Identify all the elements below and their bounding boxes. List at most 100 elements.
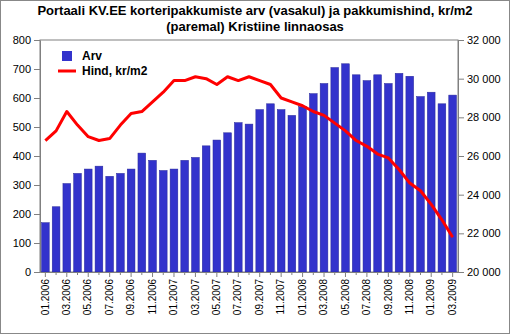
tick-mark xyxy=(109,272,110,277)
tick-mark xyxy=(195,272,196,277)
x-tick xyxy=(377,272,378,275)
bar xyxy=(288,115,296,272)
legend-label: Arv xyxy=(82,49,102,63)
tick-mark xyxy=(238,272,239,277)
chart: Portaali KV.EE korteripakkumiste arv (va… xyxy=(0,0,510,334)
tick-mark xyxy=(458,79,464,80)
tick-mark xyxy=(281,272,282,277)
tick-mark xyxy=(458,233,464,234)
tick-mark xyxy=(313,272,314,275)
tick-label: 09.2007 xyxy=(254,279,265,316)
tick-mark xyxy=(56,272,57,275)
legend-box xyxy=(54,44,153,82)
tick-mark xyxy=(216,272,217,277)
tick-label: 22 000 xyxy=(467,227,501,239)
x-tick xyxy=(206,272,207,275)
tick-mark xyxy=(458,272,464,273)
bar xyxy=(63,184,71,272)
tick-label: 05.2006 xyxy=(82,279,93,316)
tick-mark xyxy=(88,272,89,277)
tick-mark xyxy=(34,127,40,128)
y-tick: 100 xyxy=(13,237,40,249)
tick-label: 01.2008 xyxy=(297,279,308,316)
tick-label: 20 000 xyxy=(467,266,501,278)
tick-label: 07.2008 xyxy=(361,279,372,316)
x-tick: 11.2007 xyxy=(275,272,286,314)
x-tick: 05.2006 xyxy=(82,272,93,315)
bar xyxy=(427,92,435,272)
tick-label: 11.2007 xyxy=(275,279,286,315)
x-tick xyxy=(420,272,421,275)
tick-mark xyxy=(431,272,432,277)
tick-label: 32 000 xyxy=(467,34,501,46)
legend-item: Arv xyxy=(62,49,102,63)
bar xyxy=(181,160,189,272)
tick-label: 07.2006 xyxy=(104,279,115,316)
legend-swatch xyxy=(62,51,72,61)
bar xyxy=(202,146,210,272)
tick-mark xyxy=(66,272,67,277)
tick-mark xyxy=(34,40,40,41)
x-tick xyxy=(120,272,121,275)
tick-label: 11.2008 xyxy=(404,279,415,315)
tick-mark xyxy=(34,156,40,157)
bar xyxy=(342,64,350,272)
tick-mark xyxy=(324,272,325,277)
tick-label: 03.2009 xyxy=(447,279,458,316)
y2-tick: 32 000 xyxy=(458,34,501,46)
y-axis: 0100200300400500600700800 xyxy=(13,34,41,278)
tick-mark xyxy=(98,272,99,275)
bar xyxy=(52,207,60,272)
tick-mark xyxy=(34,69,40,70)
tick-label: 01.2006 xyxy=(40,279,51,316)
x-tick xyxy=(441,272,442,275)
x-axis: 01.2006 03.2006 05.2006 07.2006 09.2006 11.20… xyxy=(40,272,459,315)
bar xyxy=(363,81,371,272)
tick-mark xyxy=(34,243,40,244)
title: Portaali KV.EE korteripakkumiste arv (va… xyxy=(37,3,472,34)
x-tick xyxy=(98,272,99,275)
x-tick xyxy=(334,272,335,275)
x-tick: 09.2008 xyxy=(383,272,394,315)
x-tick: 01.2008 xyxy=(297,272,308,315)
tick-label: 05.2008 xyxy=(340,279,351,316)
tick-label: 05.2007 xyxy=(211,279,222,316)
bar xyxy=(277,110,285,272)
x-tick xyxy=(141,272,142,275)
tick-mark xyxy=(259,272,260,277)
x-tick xyxy=(313,272,314,275)
x-tick: 03.2008 xyxy=(318,272,329,315)
y2-tick: 22 000 xyxy=(458,227,501,239)
tick-mark xyxy=(399,272,400,275)
x-tick xyxy=(249,272,250,275)
tick-mark xyxy=(458,40,464,41)
tick-mark xyxy=(441,272,442,275)
y-tick: 600 xyxy=(13,92,40,104)
y-tick: 800 xyxy=(13,34,40,46)
bar xyxy=(245,124,253,272)
tick-mark xyxy=(131,272,132,277)
x-tick: 05.2007 xyxy=(211,272,222,315)
bar xyxy=(159,171,167,273)
bar xyxy=(224,133,232,272)
tick-label: 600 xyxy=(13,92,31,104)
tick-label: 09.2006 xyxy=(125,279,136,316)
x-tick: 03.2006 xyxy=(61,272,72,315)
tick-mark xyxy=(141,272,142,275)
legend: ArvHind, kr/m2 xyxy=(54,44,153,82)
tick-label: 700 xyxy=(13,63,31,75)
bar xyxy=(449,95,457,272)
tick-mark xyxy=(249,272,250,275)
y2-tick: 30 000 xyxy=(458,73,501,85)
tick-mark xyxy=(302,272,303,277)
bar xyxy=(320,84,328,273)
plot-area xyxy=(42,64,457,272)
axis-line xyxy=(40,41,41,273)
tick-mark xyxy=(45,272,46,277)
tick-label: 01.2009 xyxy=(425,279,436,316)
x-tick xyxy=(227,272,228,275)
tick-mark xyxy=(388,272,389,277)
bar xyxy=(406,76,414,272)
x-tick: 07.2006 xyxy=(104,272,115,315)
tick-label: 03.2006 xyxy=(61,279,72,316)
